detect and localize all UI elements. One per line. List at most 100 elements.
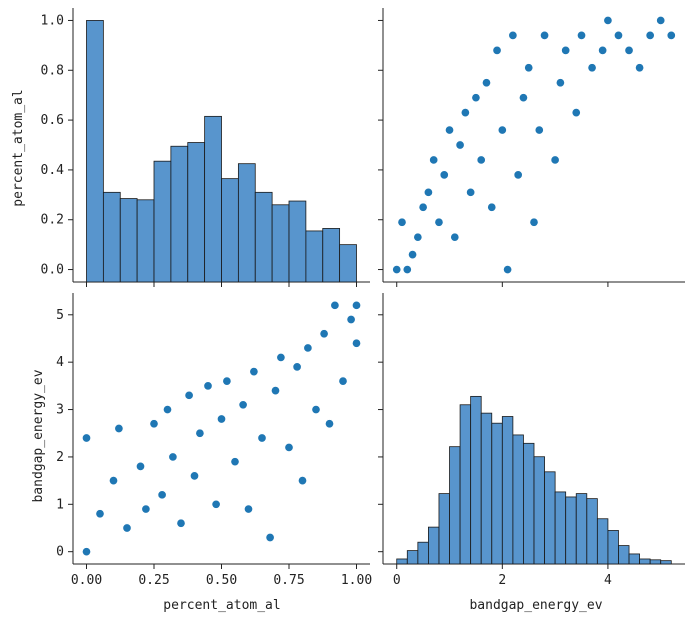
scatter-point bbox=[330, 300, 340, 310]
x-tick-label: 0 bbox=[393, 573, 401, 588]
scatter-point bbox=[81, 547, 92, 557]
scatter-point bbox=[418, 202, 428, 212]
scatter-point bbox=[81, 433, 92, 443]
y-tick-label: 0.4 bbox=[41, 163, 65, 178]
scatter-point bbox=[319, 329, 329, 339]
histogram-bar bbox=[459, 404, 472, 565]
scatter-point bbox=[189, 471, 200, 481]
histogram-bar bbox=[322, 228, 341, 283]
scatter-point bbox=[487, 202, 497, 212]
scatter-point bbox=[265, 532, 275, 543]
histogram-bar bbox=[544, 471, 556, 565]
scatter-point bbox=[413, 232, 423, 242]
scatter-point bbox=[351, 300, 362, 310]
histogram-bar bbox=[554, 491, 567, 565]
histogram-bar bbox=[237, 163, 256, 283]
y-axis-title-bottom: bandgap_energy_ev bbox=[31, 369, 46, 502]
scatter-point bbox=[257, 433, 267, 443]
y-tick-label: 0.6 bbox=[41, 113, 64, 128]
x-axis-title-left: percent_atom_al bbox=[163, 598, 280, 613]
scatter-point bbox=[122, 523, 132, 533]
scatter-point bbox=[635, 63, 645, 73]
scatter-point bbox=[503, 264, 513, 275]
panel-histogram-bandgap-energy-ev: 0 2 4 bbox=[378, 293, 685, 588]
histogram-bar bbox=[428, 526, 440, 565]
scatter-point bbox=[195, 428, 205, 438]
scatter-point bbox=[311, 404, 321, 415]
scatter-point bbox=[230, 457, 240, 467]
scatter-point bbox=[351, 338, 362, 348]
histogram-bar bbox=[533, 456, 545, 565]
scatter-point bbox=[222, 376, 232, 386]
histogram-bar bbox=[449, 446, 461, 565]
histogram-bar bbox=[136, 199, 155, 283]
scatter-point bbox=[95, 509, 105, 519]
scatter-point bbox=[466, 187, 476, 197]
scatter-point bbox=[338, 376, 348, 386]
scatter-point bbox=[397, 217, 407, 227]
scatter-point bbox=[284, 442, 294, 453]
x-axis-title-right: bandgap_energy_ev bbox=[469, 598, 602, 613]
scatter-point bbox=[270, 386, 281, 396]
scatter-point bbox=[450, 232, 460, 242]
x-tick-label: 0.25 bbox=[138, 573, 169, 588]
scatter-point bbox=[603, 15, 613, 26]
histogram-bar bbox=[491, 422, 503, 565]
scatter-point bbox=[460, 108, 470, 118]
scatter-point bbox=[613, 30, 624, 40]
scatter-point bbox=[429, 155, 439, 165]
histogram-bar bbox=[586, 498, 598, 565]
scatter-point bbox=[645, 30, 655, 40]
scatter-point bbox=[243, 504, 254, 514]
histogram-bar bbox=[170, 145, 189, 283]
y-tick-label: 3 bbox=[56, 403, 64, 418]
histogram-bar bbox=[305, 230, 324, 283]
scatter-point bbox=[471, 93, 481, 103]
histogram-bar bbox=[153, 160, 172, 283]
histogram-bar bbox=[271, 204, 290, 283]
scatter-point bbox=[550, 155, 560, 165]
y-tick-label: 0 bbox=[56, 545, 64, 560]
scatter-point bbox=[392, 264, 402, 275]
scatter-point bbox=[141, 504, 151, 514]
scatter-point bbox=[276, 352, 286, 362]
scatter-point bbox=[476, 155, 486, 165]
scatter-point bbox=[168, 452, 178, 462]
histogram-bar bbox=[649, 559, 662, 565]
scatter-point bbox=[561, 45, 571, 55]
y-tick-label: 2 bbox=[56, 450, 64, 465]
scatter-point bbox=[238, 400, 248, 410]
scatter-point bbox=[162, 404, 173, 415]
x-tick-label: 4 bbox=[604, 573, 612, 588]
y-tick-label: 1.0 bbox=[41, 13, 64, 28]
scatter-point bbox=[434, 217, 444, 227]
panel-histogram-percent-atom-al: 0.0 0.2 0.4 0.6 0.8 1.0 bbox=[41, 8, 370, 287]
histogram-bar bbox=[596, 518, 609, 565]
histogram-bar bbox=[501, 416, 514, 565]
x-tick-label: 0.50 bbox=[206, 573, 237, 588]
histogram-bar bbox=[288, 200, 307, 283]
scatter-point bbox=[203, 381, 213, 391]
scatter-point bbox=[656, 15, 666, 26]
scatter-point bbox=[524, 63, 534, 73]
x-tick-label: 1.00 bbox=[341, 573, 372, 588]
scatter-point bbox=[576, 30, 587, 40]
scatter-point bbox=[176, 518, 186, 528]
y-tick-label: 0.0 bbox=[41, 263, 64, 278]
scatter-point bbox=[555, 78, 565, 88]
histogram-bar bbox=[639, 558, 651, 565]
scatter-point bbox=[455, 140, 465, 150]
histogram-bar bbox=[438, 493, 450, 565]
scatter-point bbox=[108, 476, 119, 486]
histogram-bar bbox=[406, 550, 419, 565]
scatter-point bbox=[402, 264, 412, 275]
y-tick-label: 5 bbox=[56, 308, 64, 323]
scatter-point bbox=[184, 390, 194, 400]
scatter-point bbox=[216, 414, 227, 424]
histogram-bar bbox=[86, 20, 104, 283]
histogram-bar bbox=[480, 412, 493, 565]
histogram-bar bbox=[575, 493, 588, 565]
histogram-bar bbox=[396, 558, 408, 565]
histogram-bar bbox=[470, 395, 482, 565]
